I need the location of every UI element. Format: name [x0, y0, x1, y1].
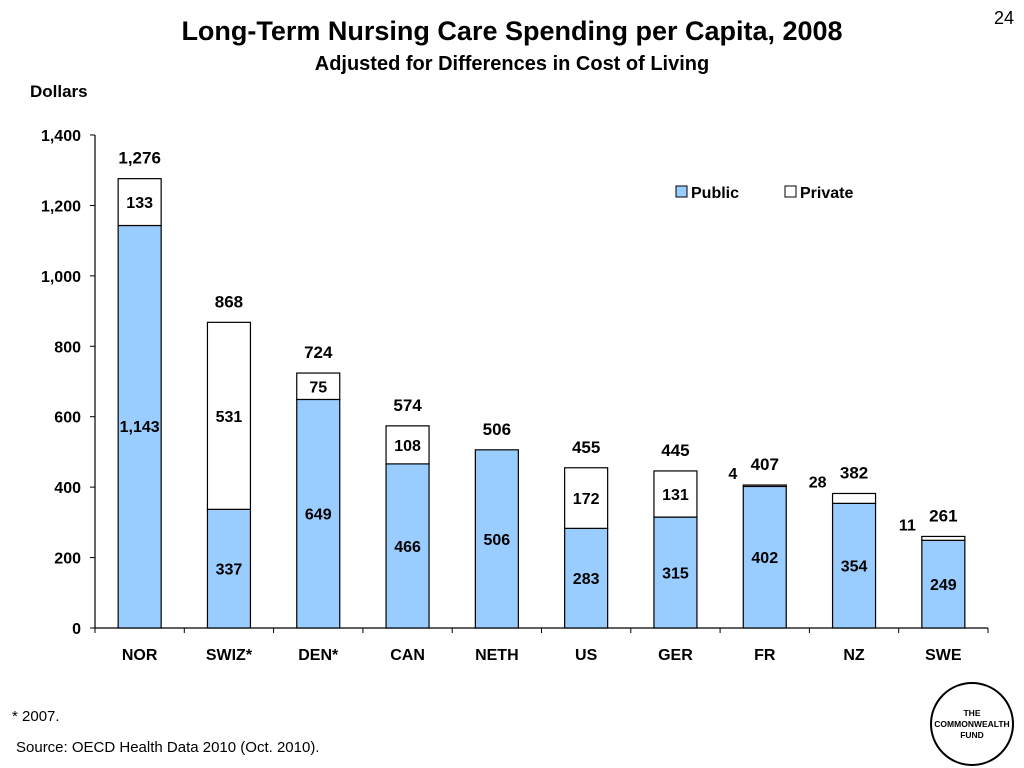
y-tick-label: 600: [54, 410, 81, 427]
bar-private: [296, 372, 341, 401]
bar-public: [206, 508, 252, 629]
footnote: * 2007.: [12, 708, 60, 725]
total-value-label: 574: [393, 396, 422, 415]
bar-private: [831, 492, 877, 504]
private-value-label: 4: [728, 466, 737, 483]
y-tick-label: 1,000: [41, 269, 81, 286]
legend-public-label: Public: [691, 185, 739, 202]
total-value-label: 382: [840, 463, 868, 482]
x-category-label: NOR: [122, 647, 158, 664]
x-category-label: NZ: [843, 647, 865, 664]
source-note: Source: OECD Health Data 2010 (Oct. 2010…: [16, 739, 320, 756]
x-category-label: NETH: [475, 647, 519, 664]
total-value-label: 261: [929, 506, 957, 525]
private-value-label: 108: [394, 438, 421, 455]
legend-public-swatch: [675, 185, 688, 198]
x-category-label: CAN: [390, 647, 425, 664]
legend-private-label: Private: [800, 185, 853, 202]
total-value-label: 724: [304, 343, 333, 362]
y-tick-label: 200: [54, 551, 81, 568]
y-tick-label: 1,200: [41, 198, 81, 215]
bar-public: [921, 539, 966, 629]
bar-public: [653, 516, 698, 629]
chart-subtitle: Adjusted for Differences in Cost of Livi…: [314, 53, 710, 75]
x-category-label: FR: [754, 647, 776, 664]
bar-public: [742, 485, 787, 629]
commonwealth-fund-logo: THE COMMONWEALTH FUND: [930, 682, 1014, 766]
total-value-label: 455: [572, 438, 600, 457]
total-value-label: 868: [215, 292, 243, 311]
total-value-label: 506: [483, 420, 511, 439]
x-category-label: DEN*: [298, 647, 339, 664]
bar-private: [385, 425, 430, 465]
bar-public: [385, 463, 430, 629]
y-axis-label: Dollars: [30, 82, 88, 101]
bar-public: [117, 224, 162, 629]
chart-title: Long-Term Nursing Care Spending per Capi…: [181, 16, 843, 46]
logo-text: THE COMMONWEALTH FUND: [934, 707, 1010, 740]
public-value-label: 283: [573, 571, 600, 588]
total-value-label: 407: [751, 455, 779, 474]
public-value-label: 354: [841, 559, 868, 576]
bar-private: [206, 321, 252, 510]
bar-public: [474, 449, 519, 629]
public-value-label: 466: [394, 539, 421, 556]
y-tick-label: 1,400: [41, 128, 81, 145]
private-value-label: 133: [126, 195, 153, 212]
bar-private: [921, 535, 966, 541]
bar-private: [742, 484, 787, 488]
slide-number: 24: [993, 8, 1014, 28]
x-category-label: SWE: [925, 647, 962, 664]
private-value-label: 75: [309, 379, 327, 396]
legend-private-swatch: [784, 185, 797, 198]
bar-private: [653, 470, 698, 518]
total-value-label: 1,276: [118, 149, 161, 168]
bar-public: [296, 398, 341, 629]
bar-public: [564, 527, 609, 629]
private-value-label: 11: [899, 517, 916, 534]
public-value-label: 249: [930, 577, 957, 594]
x-category-label: US: [575, 647, 598, 664]
bar-private: [564, 467, 609, 529]
y-tick-label: 800: [54, 339, 81, 356]
public-value-label: 337: [216, 562, 243, 579]
y-tick-label: 400: [54, 480, 81, 497]
public-value-label: 1,143: [120, 419, 160, 436]
y-tick-label: 0: [72, 621, 81, 638]
public-value-label: 402: [751, 550, 778, 567]
private-value-label: 172: [573, 491, 600, 508]
public-value-label: 506: [483, 532, 510, 549]
private-value-label: 131: [662, 487, 689, 504]
x-category-label: SWIZ*: [206, 647, 253, 664]
private-value-label: 28: [809, 474, 827, 491]
public-value-label: 649: [305, 507, 332, 524]
public-value-label: 315: [662, 566, 689, 583]
bar-private: [117, 178, 162, 227]
x-category-label: GER: [658, 647, 693, 664]
total-value-label: 445: [661, 441, 689, 460]
private-value-label: 531: [216, 409, 243, 426]
